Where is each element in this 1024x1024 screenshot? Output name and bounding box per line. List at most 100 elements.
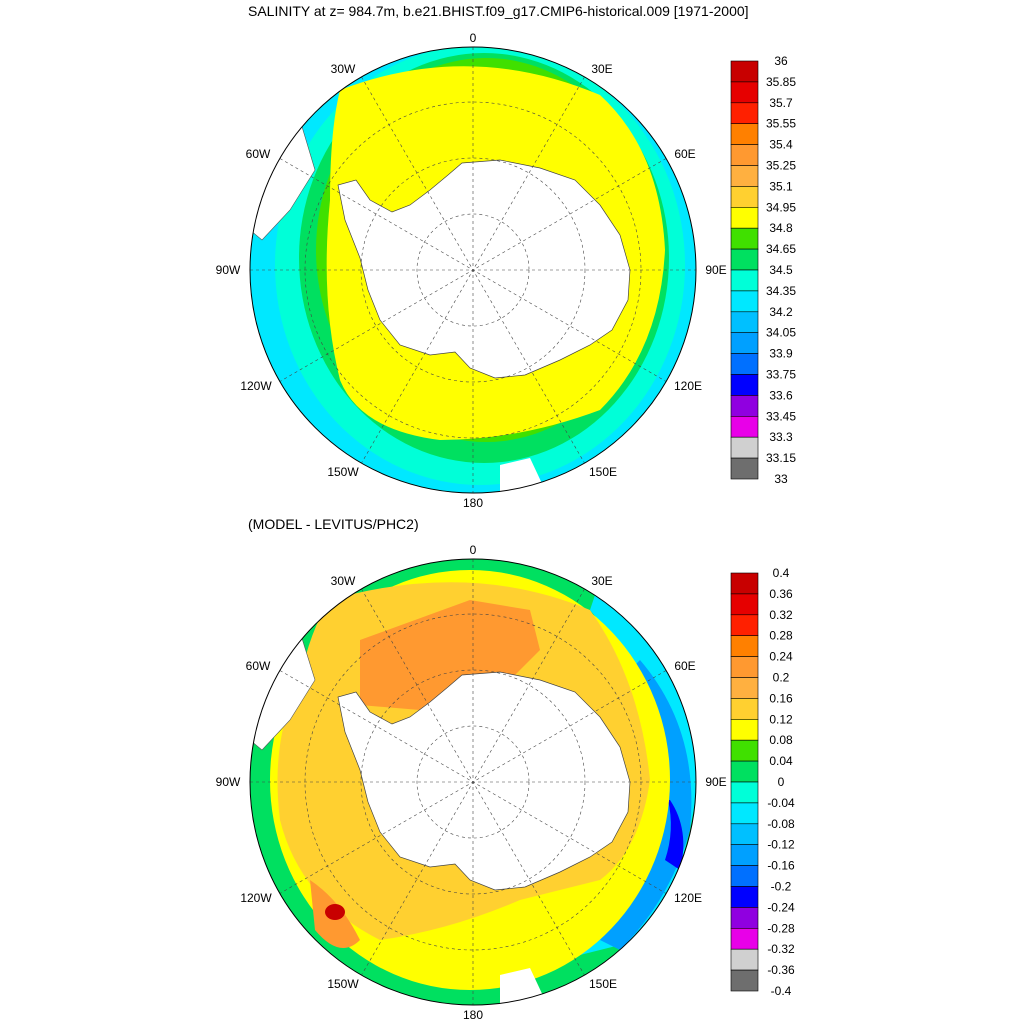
bottom-lon-label: 150E xyxy=(589,977,617,991)
bottom-colorbar-box xyxy=(730,760,759,783)
bottom-colorbar-box xyxy=(730,927,759,950)
bottom-colorbar-box xyxy=(730,907,759,929)
bottom-colorbar-label: -0.24 xyxy=(767,900,795,914)
bottom-land-antarctica xyxy=(337,671,631,891)
top-colorbar-label: 35.4 xyxy=(769,138,793,152)
bottom-colorbar-label: -0.36 xyxy=(767,963,795,977)
bottom-colorbar-label: 0.2 xyxy=(773,671,790,685)
bottom-colorbar-box xyxy=(730,781,759,804)
top-lon-label: 60W xyxy=(246,147,271,161)
bottom-polar-map xyxy=(249,558,697,1006)
bottom-colorbar-box xyxy=(730,969,759,992)
bottom-lon-label: 60E xyxy=(674,659,695,673)
bottom-lon-label: 30E xyxy=(591,574,612,588)
top-colorbar-label: 36 xyxy=(774,54,788,68)
bottom-lon-label: 0 xyxy=(470,543,477,557)
top-lon-labels: 0 30E 60E 90E 120E 150E 180 150W 120W 90… xyxy=(216,31,727,510)
bottom-colorbar-box xyxy=(730,802,759,825)
bottom-land-nz xyxy=(500,968,545,1005)
bottom-colorbar-box xyxy=(730,572,759,595)
bottom-colorbar-box xyxy=(730,635,759,657)
bottom-band-040 xyxy=(325,904,345,920)
top-lon-label: 60E xyxy=(674,147,695,161)
bottom-colorbar-label: -0.08 xyxy=(767,817,795,831)
top-colorbar-label: 33.3 xyxy=(769,430,793,444)
bottom-lon-label: 120W xyxy=(240,891,272,905)
bottom-colorbar-label: 0.16 xyxy=(769,691,793,705)
bottom-colorbar-labels: 0.4 0.36 0.32 0.28 0.24 0.2 0.16 0.12 0.08 0.04 0 -… xyxy=(767,566,795,998)
bottom-lon-label: 150W xyxy=(327,977,359,991)
bottom-colorbar-label: -0.28 xyxy=(767,921,795,935)
bottom-lon-label: 180 xyxy=(463,1008,483,1022)
top-land-antarctica xyxy=(337,159,631,379)
bottom-colorbar-label: 0.32 xyxy=(769,608,793,622)
top-colorbar-label: 34.8 xyxy=(769,221,793,235)
bottom-lon-label: 90W xyxy=(216,775,241,789)
bottom-colorbar-label: -0.12 xyxy=(767,838,795,852)
top-lon-label: 90W xyxy=(216,263,241,277)
top-colorbar-label: 35.55 xyxy=(766,117,796,131)
bottom-colorbar-label: 0.12 xyxy=(769,712,793,726)
bottom-graticule xyxy=(250,559,696,1005)
bottom-colorbar-label: -0.2 xyxy=(771,880,792,894)
bottom-colorbar-box xyxy=(730,948,759,971)
bottom-lon-labels: 0 30E 60E 90E 120E 150E 180 150W 120W 90… xyxy=(216,543,727,1022)
bottom-colorbar-label: -0.16 xyxy=(767,859,795,873)
bottom-band-neg016 xyxy=(600,660,692,950)
bottom-colorbar-label: 0.04 xyxy=(769,754,793,768)
top-lon-label: 0 xyxy=(470,31,477,45)
top-graticule xyxy=(250,47,696,493)
bottom-colorbar-box xyxy=(730,656,759,678)
bottom-colorbar-label: -0.4 xyxy=(771,984,792,998)
bottom-lon-label: 60W xyxy=(246,659,271,673)
bottom-colorbar-box xyxy=(730,698,759,720)
top-colorbar-label: 34.2 xyxy=(769,305,793,319)
bottom-colorbar-box xyxy=(730,718,759,741)
top-lon-label: 90E xyxy=(705,263,726,277)
top-colorbar-label: 33.75 xyxy=(766,368,796,382)
top-lon-label: 30E xyxy=(591,62,612,76)
top-colorbar-label: 35.25 xyxy=(766,159,796,173)
top-colorbar-label: 35.85 xyxy=(766,75,796,89)
bottom-lon-label: 90E xyxy=(705,775,726,789)
top-colorbar-label: 34.5 xyxy=(769,263,793,277)
top-lon-label: 120W xyxy=(240,379,272,393)
top-lon-label: 30W xyxy=(331,62,356,76)
top-colorbar-label: 33.45 xyxy=(766,409,796,423)
top-lon-label: 120E xyxy=(674,379,702,393)
bottom-colorbar-label: 0.08 xyxy=(769,733,793,747)
bottom-colorbar-label: -0.04 xyxy=(767,796,795,810)
bottom-lon-label: 120E xyxy=(674,891,702,905)
bottom-colorbar-box xyxy=(730,823,759,845)
top-colorbar-label: 33.6 xyxy=(769,388,793,402)
bottom-colorbar-label: 0 xyxy=(778,775,785,789)
top-colorbar-labels: 36 35.85 35.7 35.55 35.4 35.25 35.1 34.95 34.8 34… xyxy=(766,54,796,486)
top-lon-label: 150E xyxy=(589,465,617,479)
top-colorbar-label: 35.1 xyxy=(769,179,793,193)
bottom-band-neg024 xyxy=(665,800,684,870)
top-colorbar-label: 35.7 xyxy=(769,96,793,110)
top-colorbar-label: 34.35 xyxy=(766,284,796,298)
top-lon-label: 180 xyxy=(463,496,483,510)
top-lon-label: 150W xyxy=(327,465,359,479)
top-colorbar-label: 34.95 xyxy=(766,200,796,214)
bottom-colorbar-label: 0.24 xyxy=(769,650,793,664)
bottom-colorbar-box xyxy=(730,677,759,699)
bottom-colorbar-box xyxy=(730,739,759,762)
bottom-lon-label: 30W xyxy=(331,574,356,588)
bottom-colorbar-label: 0.28 xyxy=(769,629,793,643)
bottom-colorbar-label: -0.32 xyxy=(767,942,795,956)
bottom-map-border xyxy=(249,558,697,1006)
bottom-colorbar-box xyxy=(730,886,759,908)
top-map-title: SALINITY at z= 984.7m, b.e21.BHIST.f09_g… xyxy=(248,3,749,19)
bottom-map-title: (MODEL - LEVITUS/PHC2) xyxy=(248,516,419,532)
top-colorbar-label: 34.05 xyxy=(766,326,796,340)
top-colorbar-label: 33.9 xyxy=(769,347,793,361)
top-map-border xyxy=(249,46,697,494)
top-colorbar xyxy=(730,60,759,480)
top-polar-map xyxy=(249,46,697,494)
top-colorbar-label: 34.65 xyxy=(766,242,796,256)
bottom-colorbar xyxy=(730,572,759,992)
